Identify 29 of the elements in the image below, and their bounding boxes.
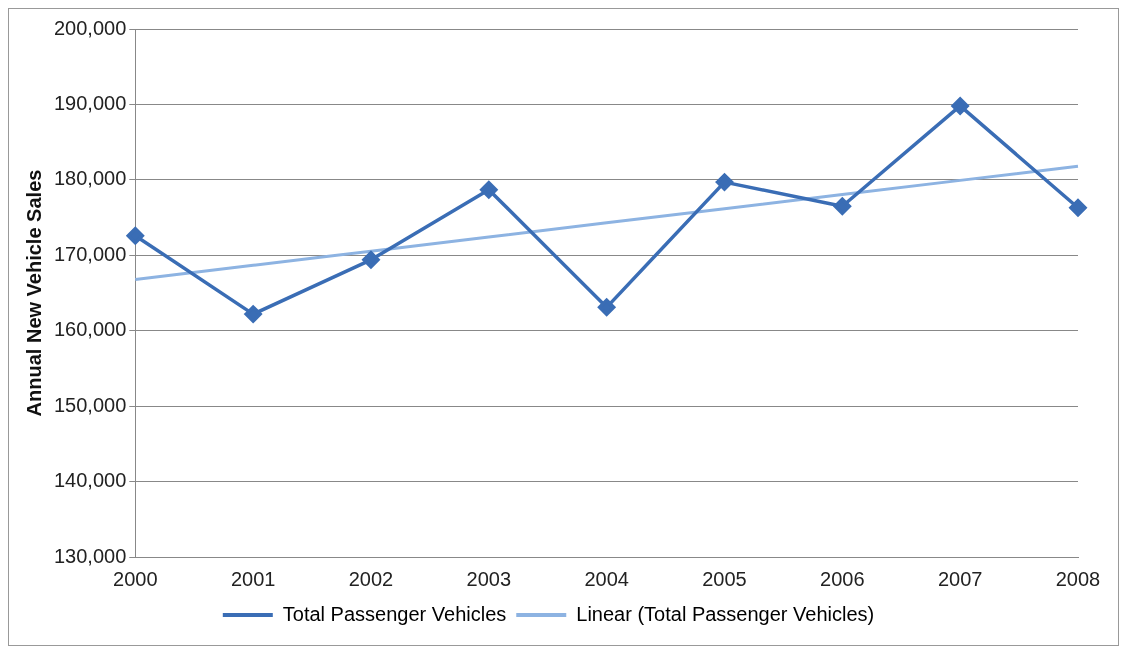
y-tick-label: 190,000 (54, 91, 127, 114)
point (362, 251, 380, 269)
x-tick-label: 2007 (937, 567, 983, 590)
point (715, 173, 734, 191)
y-tick-label: 200,000 (54, 16, 127, 39)
legend-label: Total Passenger Vehicles (282, 602, 507, 625)
point (951, 97, 969, 115)
x-tick-label: 2003 (466, 567, 512, 590)
point (1069, 199, 1087, 217)
x-tick-label: 2000 (113, 567, 158, 590)
legend-label: Linear (Total Passenger Vehicles) (576, 602, 875, 625)
y-tick-label: 130,000 (54, 544, 127, 567)
point (480, 180, 498, 199)
point (597, 298, 616, 317)
x-tick-label: 2002 (348, 567, 394, 590)
y-tick-label: 170,000 (54, 242, 127, 265)
y-tick-label: 160,000 (54, 318, 127, 341)
point (126, 226, 145, 245)
point (244, 305, 262, 323)
y-tick-label: 140,000 (54, 469, 127, 492)
x-tick-label: 2006 (820, 567, 865, 590)
y-tick-label: 150,000 (54, 393, 127, 416)
x-tick-label: 2008 (1055, 567, 1101, 590)
x-tick-label: 2004 (584, 567, 629, 590)
x-tick-label: 2001 (230, 567, 276, 590)
point (833, 197, 852, 216)
y-tick-label: 180,000 (54, 167, 127, 190)
x-tick-label: 2005 (702, 567, 747, 590)
y-axis-title: Annual New Vehicle Sales (22, 169, 45, 417)
